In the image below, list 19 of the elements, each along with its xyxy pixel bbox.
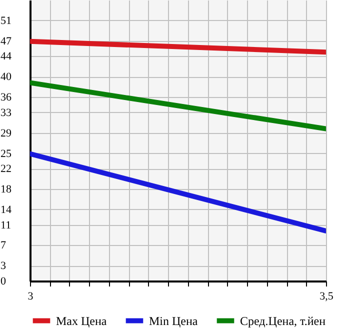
y-tick-label: 3: [0, 260, 6, 272]
y-tick-label: 47: [0, 35, 12, 48]
legend-label: Min Цена: [149, 314, 198, 328]
y-tick-label: 40: [0, 71, 12, 84]
y-tick-label: 18: [0, 184, 12, 196]
legend-label: Сред.Цена, т.йен: [240, 314, 326, 328]
y-tick-label: 33: [0, 106, 12, 119]
y-tick-label: 22: [0, 163, 12, 176]
y-tick-label: 25: [0, 148, 12, 160]
legend-label: Max Цена: [56, 314, 108, 328]
y-tick-label: 29: [0, 127, 12, 140]
y-tick-label: 7: [0, 240, 6, 252]
y-tick-label: 51: [0, 14, 12, 27]
y-tick-label: 0: [0, 276, 6, 288]
y-tick-label: 44: [0, 50, 12, 63]
y-tick-label: 36: [0, 92, 12, 104]
y-tick-label: 14: [0, 204, 12, 216]
x-tick-label: 3,5: [320, 290, 334, 302]
y-tick-label: 11: [0, 219, 12, 232]
